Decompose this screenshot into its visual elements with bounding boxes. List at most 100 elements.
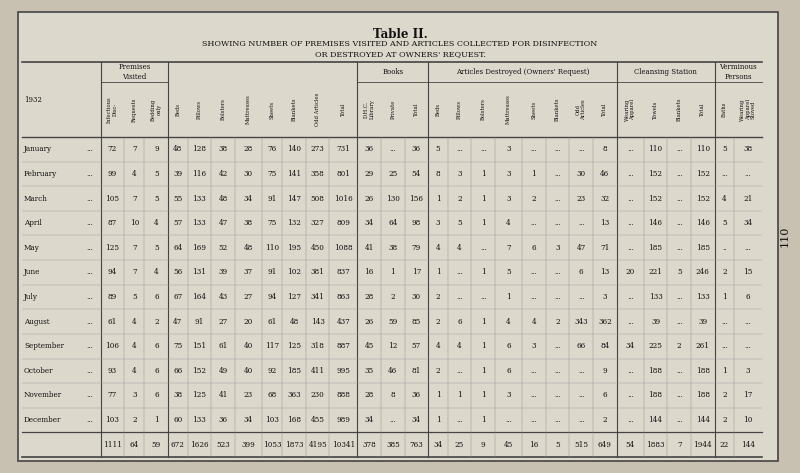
- Text: 455: 455: [310, 416, 325, 424]
- Text: 38: 38: [743, 145, 753, 153]
- Text: 995: 995: [337, 367, 350, 375]
- Text: 23: 23: [244, 392, 253, 400]
- Text: 141: 141: [287, 170, 301, 178]
- Text: ...: ...: [86, 293, 93, 301]
- Text: 188: 188: [696, 392, 710, 400]
- Text: 4: 4: [132, 317, 137, 325]
- Text: 1: 1: [458, 392, 462, 400]
- Text: ...: ...: [554, 367, 561, 375]
- Text: 246: 246: [696, 268, 710, 276]
- Text: ...: ...: [578, 416, 585, 424]
- Text: ...: ...: [721, 342, 728, 350]
- Text: 2: 2: [436, 317, 440, 325]
- Text: ...: ...: [627, 244, 634, 252]
- Text: 57: 57: [174, 219, 182, 227]
- Text: ...: ...: [578, 145, 585, 153]
- Text: 38: 38: [218, 145, 228, 153]
- Text: 385: 385: [386, 441, 400, 449]
- Text: 27: 27: [244, 293, 253, 301]
- Text: 38: 38: [388, 244, 398, 252]
- Text: OR DESTROYED AT OWNERS' REQUEST.: OR DESTROYED AT OWNERS' REQUEST.: [314, 50, 486, 58]
- Text: 34: 34: [244, 194, 253, 202]
- Text: 168: 168: [287, 416, 301, 424]
- Text: 5: 5: [722, 145, 726, 153]
- Text: Wearing
Apparel
Stoved: Wearing Apparel Stoved: [740, 98, 756, 121]
- Text: 1: 1: [154, 416, 158, 424]
- Text: 36: 36: [365, 145, 374, 153]
- Text: 55: 55: [174, 194, 182, 202]
- Text: 230: 230: [310, 392, 325, 400]
- Text: ...: ...: [676, 219, 682, 227]
- Text: 47: 47: [577, 244, 586, 252]
- Text: 76: 76: [267, 145, 277, 153]
- Text: 67: 67: [174, 293, 182, 301]
- Text: Total: Total: [602, 103, 607, 116]
- Text: Blankets: Blankets: [291, 98, 297, 121]
- Text: 151: 151: [192, 342, 206, 350]
- Text: 46: 46: [600, 170, 610, 178]
- Text: 3: 3: [532, 342, 536, 350]
- Text: 3: 3: [506, 145, 511, 153]
- Text: 7: 7: [132, 145, 137, 153]
- Text: 523: 523: [216, 441, 230, 449]
- Text: 110: 110: [780, 226, 790, 247]
- Text: 378: 378: [362, 441, 376, 449]
- Text: 125: 125: [287, 342, 301, 350]
- Text: 94: 94: [108, 268, 117, 276]
- Text: 164: 164: [192, 293, 206, 301]
- Text: ...: ...: [745, 317, 751, 325]
- Text: 34: 34: [244, 416, 253, 424]
- Text: 110: 110: [649, 145, 662, 153]
- Text: 133: 133: [696, 293, 710, 301]
- Text: 6: 6: [602, 392, 607, 400]
- Text: ...: ...: [86, 170, 93, 178]
- Text: 515: 515: [574, 441, 588, 449]
- Text: 48: 48: [218, 194, 228, 202]
- Text: Bedding
only: Bedding only: [151, 98, 162, 121]
- Text: ...: ...: [530, 392, 538, 400]
- Text: 30: 30: [577, 170, 586, 178]
- Text: September: September: [24, 342, 64, 350]
- Text: 52: 52: [218, 244, 228, 252]
- Text: ...: ...: [554, 392, 561, 400]
- Text: 16: 16: [365, 268, 374, 276]
- Text: 5: 5: [154, 170, 158, 178]
- Text: ...: ...: [578, 367, 585, 375]
- Text: SHOWING NUMBER OF PREMISES VISITED AND ARTICLES COLLECTED FOR DISINFECTION: SHOWING NUMBER OF PREMISES VISITED AND A…: [202, 40, 598, 48]
- Text: 4195: 4195: [308, 441, 327, 449]
- Text: 105: 105: [106, 194, 119, 202]
- Text: Mattresses: Mattresses: [246, 95, 251, 124]
- Text: 48: 48: [290, 317, 298, 325]
- Text: 1: 1: [722, 293, 726, 301]
- Text: 837: 837: [337, 268, 350, 276]
- Text: 888: 888: [337, 392, 350, 400]
- Text: 1: 1: [436, 416, 441, 424]
- Text: 16: 16: [530, 441, 538, 449]
- Text: 133: 133: [193, 219, 206, 227]
- Text: 146: 146: [696, 219, 710, 227]
- Text: 34: 34: [365, 416, 374, 424]
- Text: 1: 1: [481, 342, 486, 350]
- Text: 2: 2: [390, 293, 395, 301]
- Text: 26: 26: [365, 317, 374, 325]
- Text: 10341: 10341: [332, 441, 355, 449]
- Text: 102: 102: [287, 268, 301, 276]
- Text: 48: 48: [244, 244, 253, 252]
- Text: 273: 273: [310, 145, 325, 153]
- Text: 106: 106: [106, 342, 119, 350]
- Text: ...: ...: [86, 367, 93, 375]
- Text: 188: 188: [696, 367, 710, 375]
- Text: 188: 188: [649, 367, 662, 375]
- Text: 152: 152: [696, 194, 710, 202]
- Text: 20: 20: [626, 268, 635, 276]
- Text: 66: 66: [174, 367, 182, 375]
- Text: ...: ...: [627, 416, 634, 424]
- Text: 6: 6: [154, 342, 158, 350]
- Text: ...: ...: [627, 194, 634, 202]
- Text: 30: 30: [412, 293, 421, 301]
- Text: 5: 5: [677, 268, 682, 276]
- Text: 37: 37: [244, 268, 253, 276]
- Text: 2: 2: [154, 317, 158, 325]
- Text: 809: 809: [337, 219, 350, 227]
- Text: ...: ...: [456, 268, 463, 276]
